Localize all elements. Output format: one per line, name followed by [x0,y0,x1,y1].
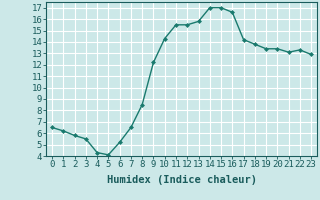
X-axis label: Humidex (Indice chaleur): Humidex (Indice chaleur) [107,175,257,185]
